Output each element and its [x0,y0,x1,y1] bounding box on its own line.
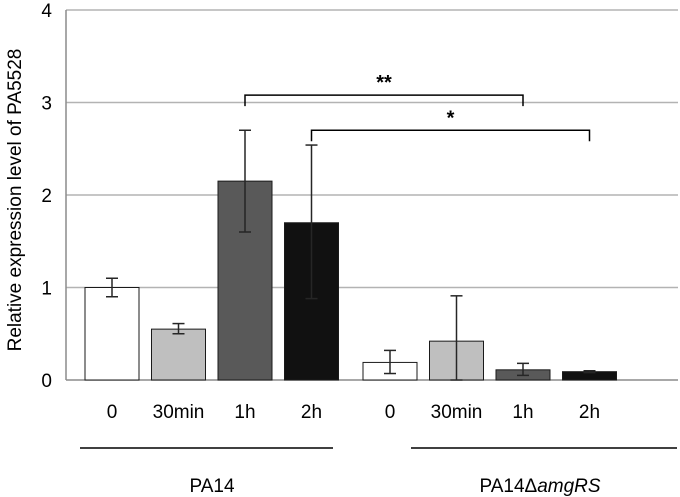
y-tick-label: 2 [41,186,52,207]
x-category-label: 0 [107,402,118,423]
bar [151,328,206,381]
y-tick-label: 0 [41,371,52,392]
bar [84,287,140,381]
x-category-labels: 0 30min 1h 2h 0 30min 1h 2h [107,402,600,423]
significance-brackets: *** [244,72,591,142]
significance-label: * [447,107,455,129]
significance-bracket [310,129,591,142]
group-labels: PA14 PA14ΔamgRS [80,447,677,497]
x-category-label: 1h [234,402,255,423]
group-label: PA14 [189,476,235,497]
x-category-label: 1h [512,402,533,423]
y-tick-label: 1 [41,279,52,300]
x-category-label: 2h [301,402,322,423]
y-tick-label: 3 [41,94,52,115]
gridlines [65,9,678,381]
bars [84,180,617,381]
error-bars [106,129,596,381]
significance-bracket [244,94,524,107]
group-label: PA14ΔamgRS [479,476,600,497]
y-tick-labels: 0 1 2 3 4 [41,1,52,392]
x-category-label: 0 [385,402,396,423]
x-category-label: 30min [431,402,483,423]
y-axis-label: Relative expression level of PA5528 [5,49,26,352]
x-category-label: 30min [153,402,205,423]
x-category-label: 2h [579,402,600,423]
y-tick-label: 4 [41,1,52,22]
significance-label: ** [376,72,392,94]
